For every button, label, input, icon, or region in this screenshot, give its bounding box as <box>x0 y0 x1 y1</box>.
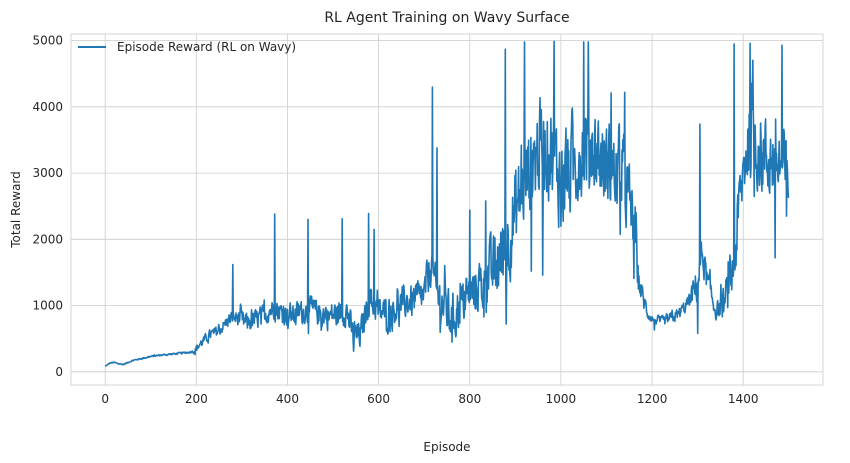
x-tick-label: 600 <box>367 392 390 406</box>
y-axis-label: Total Reward <box>9 171 23 249</box>
y-tick-label: 4000 <box>32 100 63 114</box>
x-tick-label: 1200 <box>637 392 668 406</box>
y-tick-label: 1000 <box>32 299 63 313</box>
x-axis-label: Episode <box>423 440 470 454</box>
x-tick-label: 800 <box>458 392 481 406</box>
chart-title: RL Agent Training on Wavy Surface <box>324 10 569 26</box>
y-tick-label: 3000 <box>32 166 63 180</box>
x-axis-ticks: 0 200 400 600 800 1000 1200 1400 <box>101 392 758 406</box>
plot-frame <box>70 33 824 386</box>
legend-label: Episode Reward (RL on Wavy) <box>117 40 296 54</box>
x-tick-label: 1000 <box>546 392 577 406</box>
y-tick-label: 5000 <box>32 34 63 48</box>
legend: Episode Reward (RL on Wavy) <box>78 40 296 54</box>
y-tick-label: 0 <box>55 365 63 379</box>
x-tick-label: 200 <box>185 392 208 406</box>
x-tick-label: 400 <box>276 392 299 406</box>
y-tick-label: 2000 <box>32 232 63 246</box>
reward-series-line <box>104 40 790 367</box>
x-tick-label: 0 <box>101 392 109 406</box>
x-tick-label: 1400 <box>728 392 759 406</box>
y-axis-ticks: 0 1000 2000 3000 4000 5000 <box>32 34 63 379</box>
series-layer <box>104 40 790 367</box>
